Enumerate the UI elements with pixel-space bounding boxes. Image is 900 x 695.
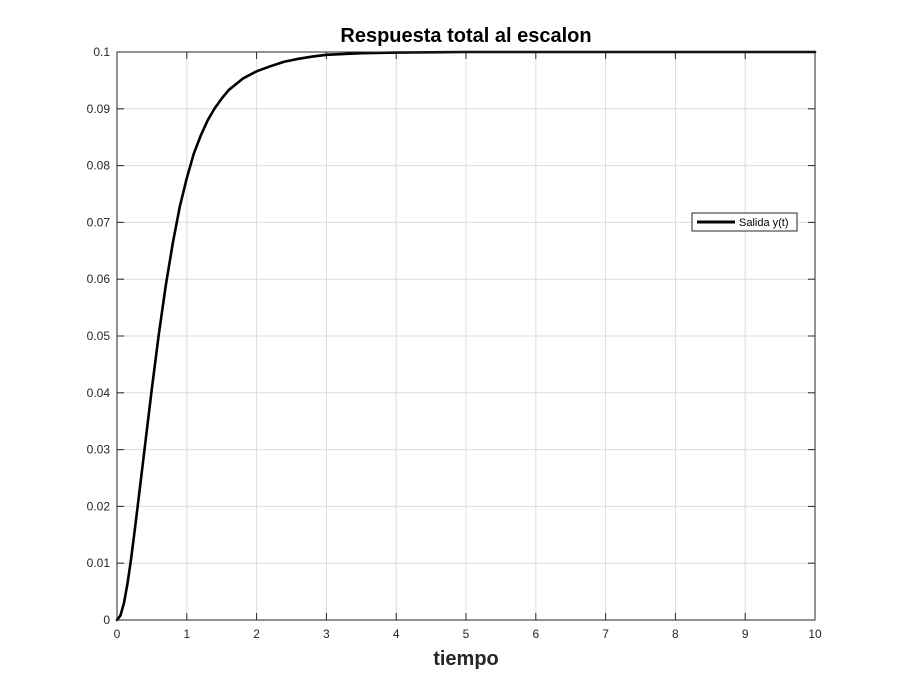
x-tick-label: 5 xyxy=(463,627,470,641)
x-tick-label: 0 xyxy=(114,627,121,641)
x-tick-labels: 0 1 2 3 4 5 6 7 8 9 10 xyxy=(114,627,822,641)
x-tick-label: 9 xyxy=(742,627,749,641)
x-tick-label: 2 xyxy=(253,627,260,641)
y-tick-labels: 0 0.01 0.02 0.03 0.04 0.05 0.06 0.07 0.08 0.09 0.1 xyxy=(87,45,111,627)
y-tick-label: 0.09 xyxy=(87,102,111,116)
y-tick-label: 0.07 xyxy=(87,215,111,229)
y-tick-label: 0.06 xyxy=(87,272,111,286)
y-tick-label: 0.02 xyxy=(87,499,111,513)
chart-title: Respuesta total al escalon xyxy=(340,25,591,47)
x-tick-label: 7 xyxy=(602,627,609,641)
y-tick-label: 0.05 xyxy=(87,329,111,343)
y-tick-label: 0.01 xyxy=(87,556,111,570)
x-tick-label: 1 xyxy=(183,627,190,641)
legend-box xyxy=(691,212,798,232)
legend[interactable]: Salida y(t) xyxy=(691,212,798,232)
axes-box xyxy=(116,51,816,621)
y-tick-label: 0.04 xyxy=(87,386,111,400)
y-tick-label: 0.08 xyxy=(87,159,111,173)
x-tick-label: 6 xyxy=(532,627,539,641)
y-tick-label: 0 xyxy=(103,613,110,627)
x-tick-label: 10 xyxy=(808,627,822,641)
x-tick-label: 4 xyxy=(393,627,400,641)
legend-entry-label: Salida y(t) xyxy=(739,217,789,229)
y-tick-label: 0.03 xyxy=(87,443,111,457)
x-tick-label: 8 xyxy=(672,627,679,641)
plot-area xyxy=(115,50,817,622)
x-tick-label: 3 xyxy=(323,627,330,641)
x-axis-label: tiempo xyxy=(433,648,499,670)
y-tick-label: 0.1 xyxy=(93,45,110,59)
